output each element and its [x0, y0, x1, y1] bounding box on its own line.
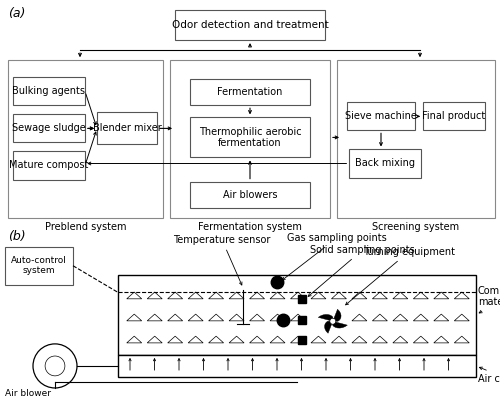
Text: Solid sampling points: Solid sampling points — [308, 245, 415, 296]
Text: Back mixing: Back mixing — [355, 158, 415, 168]
Text: (a): (a) — [8, 7, 25, 20]
Text: Blender mixer: Blender mixer — [92, 123, 162, 133]
Text: Thermophilic aerobic
fermentation: Thermophilic aerobic fermentation — [198, 127, 302, 148]
Polygon shape — [333, 309, 341, 321]
Circle shape — [330, 318, 336, 324]
Polygon shape — [333, 321, 347, 328]
Bar — [190, 181, 310, 208]
Bar — [349, 150, 421, 178]
Bar — [13, 114, 85, 142]
Text: Fermentation system: Fermentation system — [198, 222, 302, 232]
Text: (b): (b) — [8, 230, 25, 243]
Bar — [423, 102, 485, 131]
Text: Gas sampling points: Gas sampling points — [282, 233, 387, 280]
Bar — [347, 102, 415, 131]
Bar — [170, 60, 330, 218]
Bar — [175, 10, 325, 40]
Text: Air blowers: Air blowers — [223, 189, 277, 199]
Text: Screening system: Screening system — [372, 222, 460, 232]
Text: Fermentation: Fermentation — [218, 87, 282, 97]
Bar — [13, 152, 85, 180]
Text: Air chamber: Air chamber — [478, 367, 500, 384]
Bar — [5, 247, 73, 285]
Text: Sewage sludge: Sewage sludge — [12, 123, 86, 133]
Bar — [97, 112, 157, 144]
Bar — [8, 60, 163, 218]
Text: Final product: Final product — [422, 111, 486, 121]
Polygon shape — [318, 314, 333, 321]
Text: Bulking agents: Bulking agents — [12, 86, 86, 96]
Polygon shape — [324, 321, 333, 333]
Bar — [13, 77, 85, 105]
Text: Composting
material: Composting material — [478, 286, 500, 313]
Bar — [190, 79, 310, 105]
Text: Sieve machine: Sieve machine — [345, 111, 417, 121]
Text: Odor detection and treatment: Odor detection and treatment — [172, 20, 328, 30]
Text: Mature compost: Mature compost — [10, 160, 88, 170]
Bar — [337, 60, 495, 218]
Bar — [118, 275, 476, 355]
Bar — [190, 117, 310, 158]
Text: Turning equipment: Turning equipment — [346, 247, 455, 305]
Text: Preblend system: Preblend system — [45, 222, 126, 232]
Text: Air blower: Air blower — [5, 389, 51, 398]
Text: Temperature sensor: Temperature sensor — [174, 235, 270, 285]
Bar — [118, 355, 476, 377]
Text: Auto-control
system: Auto-control system — [11, 256, 67, 276]
